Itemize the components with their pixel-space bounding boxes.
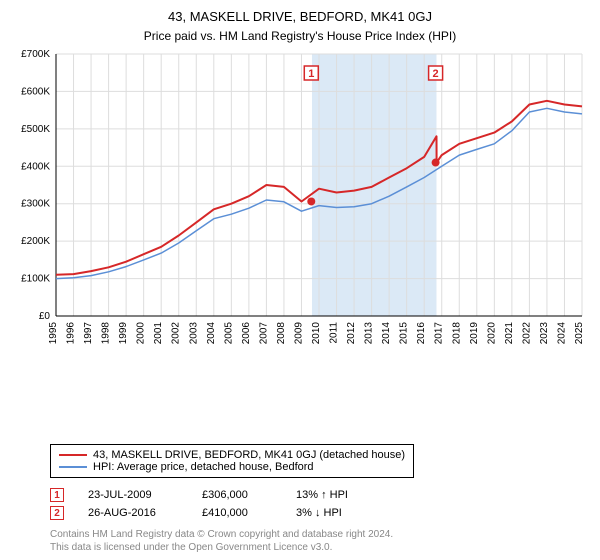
transaction-date: 23-JUL-2009 xyxy=(88,489,178,501)
transaction-price: £410,000 xyxy=(202,507,272,519)
svg-text:2003: 2003 xyxy=(188,321,199,344)
svg-text:2024: 2024 xyxy=(556,321,567,344)
svg-text:£200K: £200K xyxy=(21,236,50,247)
page-title: 43, MASKELL DRIVE, BEDFORD, MK41 0GJ xyxy=(10,8,590,26)
transaction-date: 26-AUG-2016 xyxy=(88,507,178,519)
svg-text:£100K: £100K xyxy=(21,273,50,284)
page-subtitle: Price paid vs. HM Land Registry's House … xyxy=(10,28,590,44)
svg-text:2009: 2009 xyxy=(293,321,304,344)
svg-text:2015: 2015 xyxy=(399,321,410,344)
svg-text:2021: 2021 xyxy=(504,321,515,344)
svg-text:£0: £0 xyxy=(39,311,51,322)
svg-text:2012: 2012 xyxy=(346,321,357,344)
svg-text:£500K: £500K xyxy=(21,124,50,135)
svg-text:2007: 2007 xyxy=(258,321,269,344)
svg-text:2005: 2005 xyxy=(223,321,234,344)
svg-text:2016: 2016 xyxy=(416,321,427,344)
transaction-row: 2 26-AUG-2016 £410,000 3% ↓ HPI xyxy=(50,506,590,520)
svg-text:1995: 1995 xyxy=(48,321,59,344)
svg-text:£400K: £400K xyxy=(21,161,50,172)
legend-item: 43, MASKELL DRIVE, BEDFORD, MK41 0GJ (de… xyxy=(59,449,405,461)
svg-text:2011: 2011 xyxy=(329,321,340,343)
svg-text:2008: 2008 xyxy=(276,321,287,344)
legend-label: HPI: Average price, detached house, Bedf… xyxy=(93,461,314,473)
transaction-delta: 13% ↑ HPI xyxy=(296,489,386,501)
price-chart: £0 £100K £200K £300K £400K £500K £600K £700K 199… xyxy=(10,48,590,438)
svg-text:2000: 2000 xyxy=(136,321,147,344)
svg-text:1999: 1999 xyxy=(118,321,129,344)
legend-label: 43, MASKELL DRIVE, BEDFORD, MK41 0GJ (de… xyxy=(93,449,405,461)
transaction-marker: 1 xyxy=(50,488,64,502)
svg-text:2022: 2022 xyxy=(521,321,532,344)
transaction-table: 1 23-JUL-2009 £306,000 13% ↑ HPI 2 26-AUG-201… xyxy=(50,484,590,524)
footer-attribution: Contains HM Land Registry data © Crown c… xyxy=(50,528,590,554)
svg-text:2: 2 xyxy=(433,68,439,80)
svg-text:2023: 2023 xyxy=(539,321,550,344)
svg-text:£600K: £600K xyxy=(21,86,50,97)
svg-text:2020: 2020 xyxy=(486,321,497,344)
svg-text:1: 1 xyxy=(308,68,314,80)
svg-text:2006: 2006 xyxy=(241,321,252,344)
svg-text:2025: 2025 xyxy=(574,321,585,344)
chart-legend: 43, MASKELL DRIVE, BEDFORD, MK41 0GJ (de… xyxy=(50,444,414,478)
legend-swatch xyxy=(59,466,87,468)
svg-text:2018: 2018 xyxy=(451,321,462,344)
svg-text:1997: 1997 xyxy=(83,321,94,344)
svg-text:2004: 2004 xyxy=(206,321,217,344)
legend-item: HPI: Average price, detached house, Bedf… xyxy=(59,461,405,473)
svg-text:2010: 2010 xyxy=(311,321,322,344)
transaction-delta: 3% ↓ HPI xyxy=(296,507,386,519)
svg-text:2017: 2017 xyxy=(434,321,445,344)
svg-text:£700K: £700K xyxy=(21,49,50,60)
transaction-price: £306,000 xyxy=(202,489,272,501)
transaction-row: 1 23-JUL-2009 £306,000 13% ↑ HPI xyxy=(50,488,590,502)
svg-text:1996: 1996 xyxy=(66,321,77,344)
transaction-marker: 2 xyxy=(50,506,64,520)
legend-swatch xyxy=(59,454,87,456)
svg-text:£300K: £300K xyxy=(21,198,50,209)
footer-line-2: This data is licensed under the Open Gov… xyxy=(50,541,590,554)
svg-text:2014: 2014 xyxy=(381,321,392,344)
svg-text:2001: 2001 xyxy=(153,321,164,344)
footer-line-1: Contains HM Land Registry data © Crown c… xyxy=(50,528,590,541)
svg-text:2019: 2019 xyxy=(469,321,480,344)
svg-text:1998: 1998 xyxy=(101,321,112,344)
svg-text:2013: 2013 xyxy=(364,321,375,344)
svg-text:2002: 2002 xyxy=(171,321,182,344)
